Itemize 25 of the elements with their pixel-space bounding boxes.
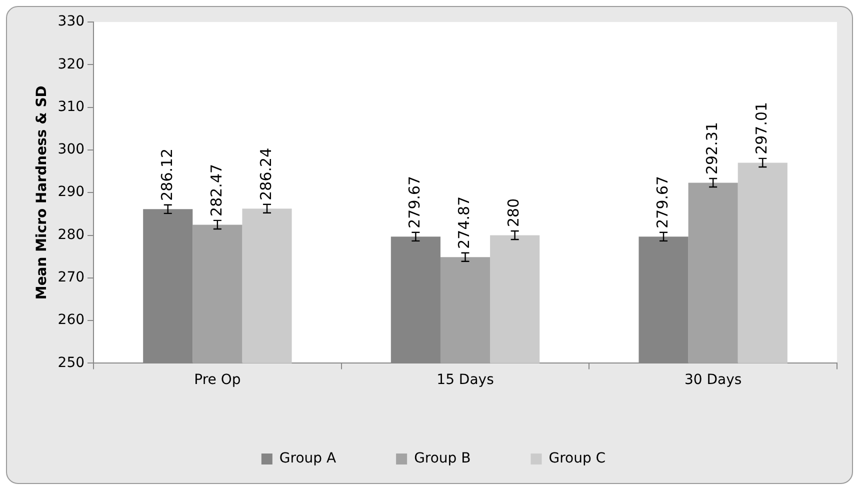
data-label: 280 <box>504 198 523 227</box>
data-label: 292.31 <box>702 122 721 174</box>
legend-label: Group A <box>279 450 336 467</box>
legend-label: Group B <box>414 450 471 467</box>
y-tick-label: 290 <box>58 184 85 200</box>
x-tick-label: 15 Days <box>436 372 494 388</box>
x-tick-label: Pre Op <box>194 372 241 388</box>
data-label: 286.12 <box>158 148 176 201</box>
y-axis-title: Mean Micro Hardness & SD <box>34 86 50 300</box>
y-tick-label: 280 <box>58 226 85 243</box>
y-tick-label: 250 <box>58 354 85 371</box>
y-tick-label: 300 <box>58 142 85 158</box>
data-label: 297.01 <box>752 102 771 154</box>
data-label: 274.87 <box>455 196 474 249</box>
y-tick-label: 310 <box>58 98 85 115</box>
data-label: 279.67 <box>406 176 424 228</box>
y-tick-label: 320 <box>58 56 85 72</box>
x-tick-label: 30 Days <box>684 372 742 388</box>
data-label: 286.24 <box>256 148 275 200</box>
data-label: 279.67 <box>653 176 672 228</box>
legend-label: Group C <box>548 450 606 467</box>
y-tick-label: 270 <box>58 270 85 286</box>
data-label: 282.47 <box>207 164 226 216</box>
y-tick-label: 260 <box>58 312 85 328</box>
y-tick-label: 330 <box>58 14 85 30</box>
